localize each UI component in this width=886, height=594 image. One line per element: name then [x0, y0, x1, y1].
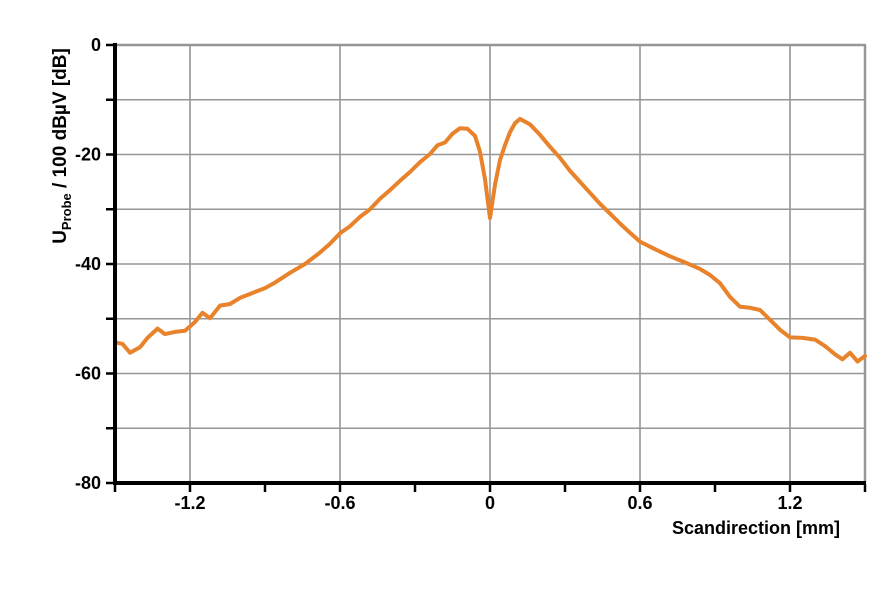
- series-probe-voltage: [113, 116, 867, 364]
- y-tick-label: 0: [91, 35, 101, 55]
- x-tick-label: 0: [485, 493, 495, 513]
- tick-labels: 0 -20 -40 -60 -80 -1.2 -0.6 0 0.6 1.2: [75, 35, 803, 513]
- y-axis-symbol: U: [50, 230, 72, 244]
- x-tick-label: -1.2: [174, 493, 205, 513]
- y-axis-units: / 100 dBµV [dB]: [50, 48, 72, 194]
- y-tick-label: -60: [75, 364, 101, 384]
- y-axis-title: UProbe / 100 dBµV [dB]: [50, 48, 74, 244]
- y-tick-label: -40: [75, 254, 101, 274]
- y-axis-subscript: Probe: [58, 193, 74, 231]
- signal-curve: [113, 116, 867, 364]
- axes: [106, 43, 867, 492]
- y-tick-label: -80: [75, 473, 101, 493]
- x-axis-title: Scandirection [mm]: [671, 518, 840, 538]
- gridlines: [115, 43, 867, 483]
- y-tick-label: -20: [75, 145, 101, 165]
- x-tick-label: -0.6: [324, 493, 355, 513]
- x-tick-label: 1.2: [777, 493, 802, 513]
- x-tick-label: 0.6: [627, 493, 652, 513]
